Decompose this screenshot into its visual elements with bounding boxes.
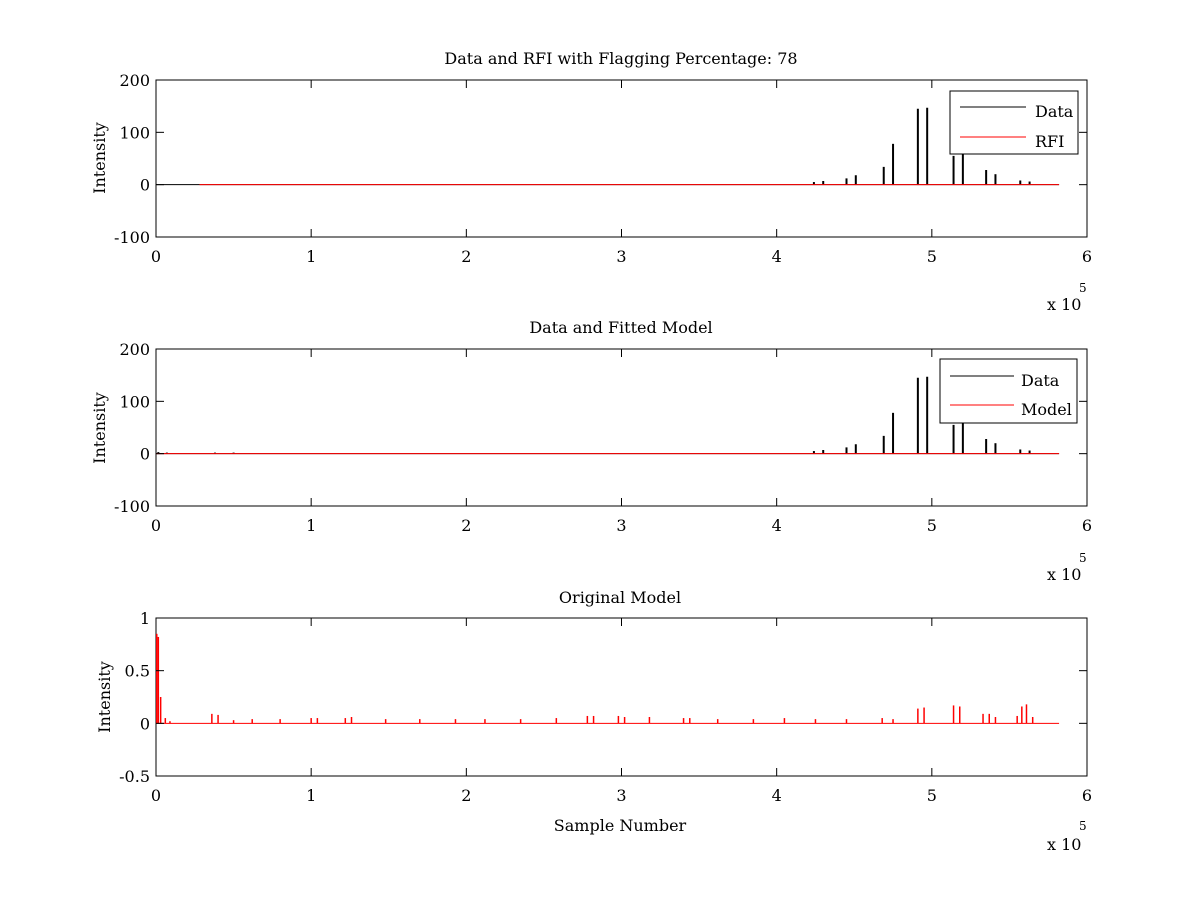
y-axis-label: Intensity <box>95 661 114 733</box>
legend-label-model: Model <box>1021 400 1072 419</box>
x-tick-label: 2 <box>461 247 471 266</box>
x-multiplier-label: x 10 <box>1047 295 1081 314</box>
x-tick-label: 5 <box>927 247 937 266</box>
x-multiplier-label: x 10 <box>1047 835 1081 854</box>
x-multiplier-exponent: 5 <box>1079 281 1087 295</box>
legend-box <box>939 358 1078 424</box>
x-tick-label: 4 <box>772 786 782 805</box>
y-tick-label: 0 <box>140 714 150 733</box>
y-tick-label: -0.5 <box>119 767 150 786</box>
y-tick-label: 0 <box>140 445 150 464</box>
axis-ticks: 0 1 2 3 4 5 6-0.500.51 <box>119 609 1092 805</box>
legend-label-data: Data <box>1021 371 1060 390</box>
plot-marks <box>156 633 1060 724</box>
x-multiplier-label: x 10 <box>1047 565 1081 584</box>
subplot-original-model: 0 1 2 3 4 5 6-0.500.51 Original Model Intensit… <box>95 588 1092 854</box>
y-tick-label: 200 <box>119 71 150 90</box>
y-axis-label: Intensity <box>90 392 109 464</box>
x-tick-label: 1 <box>306 786 316 805</box>
legend: Data RFI <box>949 90 1079 155</box>
x-tick-label: 0 <box>151 516 161 535</box>
x-tick-label: 5 <box>927 786 937 805</box>
y-tick-label: -100 <box>114 497 150 516</box>
legend-box <box>949 90 1079 155</box>
subplot-title: Original Model <box>559 588 681 607</box>
y-tick-label: -100 <box>114 228 150 247</box>
y-tick-label: 0.5 <box>125 662 150 681</box>
plot-area <box>155 79 1088 238</box>
plot-area <box>155 348 1088 507</box>
x-tick-label: 2 <box>461 786 471 805</box>
y-tick-label: 0 <box>140 176 150 195</box>
x-tick-label: 1 <box>306 247 316 266</box>
x-tick-label: 4 <box>772 516 782 535</box>
plot-marks <box>156 376 1060 455</box>
x-tick-label: 3 <box>616 786 626 805</box>
x-tick-label: 6 <box>1082 786 1092 805</box>
x-tick-label: 5 <box>927 516 937 535</box>
x-multiplier-exponent: 5 <box>1079 819 1087 833</box>
x-tick-label: 3 <box>616 516 626 535</box>
y-axis-label: Intensity <box>90 122 109 194</box>
plot-area <box>155 617 1088 777</box>
x-tick-label: 0 <box>151 786 161 805</box>
y-tick-label: 200 <box>119 340 150 359</box>
x-tick-label: 4 <box>772 247 782 266</box>
legend-label-data: Data <box>1035 102 1074 121</box>
plot-marks <box>156 107 1060 186</box>
x-tick-label: 6 <box>1082 516 1092 535</box>
x-tick-label: 1 <box>306 516 316 535</box>
subplot-title: Data and RFI with Flagging Percentage: 7… <box>444 49 797 68</box>
x-tick-label: 2 <box>461 516 471 535</box>
y-tick-label: 100 <box>119 123 150 142</box>
x-multiplier-exponent: 5 <box>1079 551 1087 565</box>
x-axis-label: Sample Number <box>554 816 687 835</box>
subplot-title: Data and Fitted Model <box>529 318 712 337</box>
x-tick-label: 0 <box>151 247 161 266</box>
legend-label-rfi: RFI <box>1035 132 1064 151</box>
x-tick-label: 6 <box>1082 247 1092 266</box>
y-tick-label: 1 <box>140 609 150 628</box>
y-tick-label: 100 <box>119 392 150 411</box>
legend: Data Model <box>939 358 1078 424</box>
x-tick-label: 3 <box>616 247 626 266</box>
